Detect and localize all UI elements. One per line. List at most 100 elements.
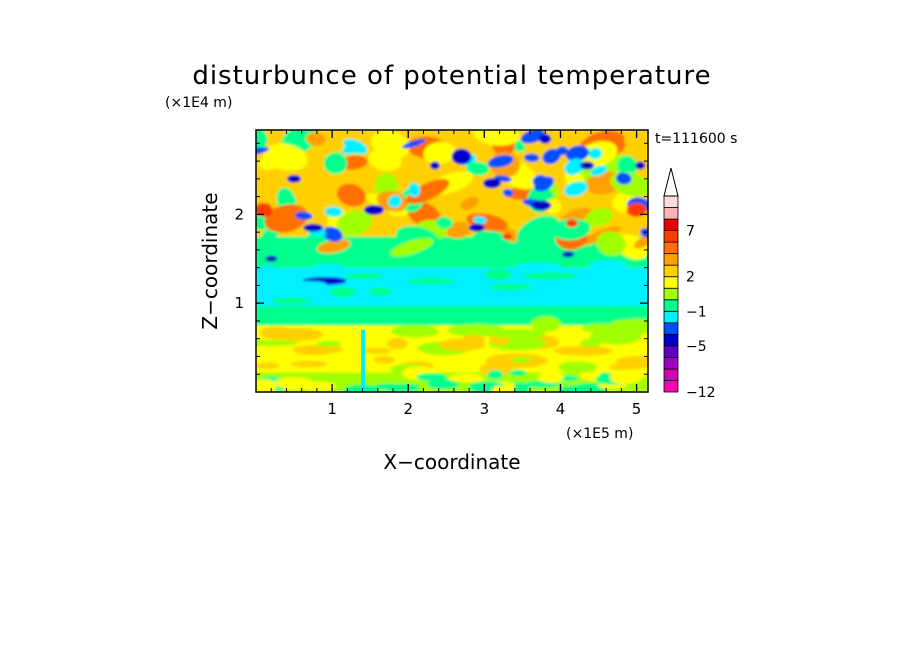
contour-cell bbox=[286, 281, 327, 288]
contour-cell bbox=[565, 219, 578, 228]
contour-cell bbox=[596, 231, 626, 256]
contour-cell bbox=[427, 378, 460, 389]
contour-cell bbox=[598, 372, 611, 383]
contour-cell bbox=[509, 369, 527, 376]
contour-cell bbox=[502, 188, 514, 197]
colorbar-segment bbox=[663, 241, 679, 255]
contour-cell bbox=[382, 273, 413, 281]
contour-streak bbox=[361, 329, 366, 392]
contour-field bbox=[256, 130, 648, 392]
x-tick-label: 3 bbox=[480, 400, 490, 418]
y-axis-unit: (×1E4 m) bbox=[165, 95, 232, 111]
colorbar-tick-label: −12 bbox=[686, 385, 716, 401]
contour-cell bbox=[384, 383, 421, 392]
contour-cell bbox=[447, 324, 506, 337]
x-axis-unit: (×1E5 m) bbox=[566, 426, 633, 442]
contour-cell bbox=[522, 272, 578, 280]
contour-cell bbox=[626, 202, 647, 217]
y-tick-label: 2 bbox=[234, 205, 244, 223]
contour-cell bbox=[273, 328, 324, 341]
colorbar-segment bbox=[663, 207, 679, 220]
contour-cell bbox=[556, 385, 590, 392]
contour-cell bbox=[588, 259, 628, 271]
contour-cell bbox=[363, 204, 384, 215]
contour-cell bbox=[534, 176, 554, 192]
contour-cell bbox=[617, 155, 638, 177]
contour-cell bbox=[448, 373, 484, 383]
contour-cell bbox=[293, 346, 334, 356]
time-label: t=111600 s bbox=[655, 131, 737, 147]
contour-cell bbox=[625, 279, 648, 289]
contour-cell bbox=[416, 372, 447, 382]
contour-cell bbox=[256, 339, 300, 346]
contour-cell bbox=[408, 277, 455, 285]
contour-cell bbox=[406, 178, 450, 205]
contour-cell bbox=[562, 251, 575, 258]
colorbar: −12−5−127 bbox=[663, 167, 716, 401]
contour-cell bbox=[609, 371, 643, 384]
contour-cell bbox=[553, 346, 613, 356]
x-axis-label: X−coordinate bbox=[383, 450, 520, 474]
contour-cell bbox=[387, 337, 408, 350]
contour-cell bbox=[607, 318, 648, 335]
contour-cell bbox=[323, 152, 348, 175]
colorbar-tick-label: 7 bbox=[686, 224, 695, 240]
contour-cell bbox=[408, 182, 421, 198]
colorbar-segment bbox=[663, 218, 679, 231]
contour-cell bbox=[514, 262, 562, 273]
colorbar-tick-label: 2 bbox=[686, 270, 695, 286]
y-axis-ticks: 12 bbox=[234, 142, 648, 375]
contour-cell bbox=[451, 148, 472, 165]
contour-cell bbox=[303, 223, 324, 232]
contour-cell bbox=[466, 161, 490, 176]
colorbar-segment bbox=[663, 299, 679, 312]
contour-cell bbox=[520, 130, 546, 144]
colorbar-segment bbox=[663, 195, 679, 208]
contour-cell bbox=[533, 295, 566, 304]
colorbar-segment bbox=[663, 368, 679, 381]
contour-cell bbox=[390, 324, 440, 338]
contour-cell bbox=[615, 172, 632, 185]
contour-cell bbox=[290, 360, 328, 368]
contour-cell bbox=[487, 154, 514, 168]
contour-cell bbox=[390, 238, 434, 257]
contour-cell bbox=[472, 230, 508, 246]
contour-cell bbox=[256, 362, 280, 369]
contour-cell bbox=[270, 297, 312, 305]
colorbar-segment bbox=[663, 310, 679, 324]
contour-cell bbox=[556, 146, 568, 156]
contour-cell bbox=[388, 195, 402, 208]
contour-cell bbox=[316, 340, 341, 348]
contour-cell bbox=[362, 347, 392, 354]
y-tick-label: 1 bbox=[234, 294, 244, 312]
contour-cell bbox=[256, 265, 280, 274]
contour-cell bbox=[562, 282, 592, 290]
colorbar-segment bbox=[663, 322, 679, 335]
contour-cell bbox=[633, 233, 648, 249]
contour-cell bbox=[373, 356, 395, 364]
colorbar-segment bbox=[663, 345, 679, 358]
contour-cell bbox=[336, 183, 366, 207]
contour-cell bbox=[557, 361, 598, 374]
contour-cell bbox=[485, 268, 512, 281]
contour-cell bbox=[287, 174, 302, 183]
contour-cell bbox=[460, 196, 479, 211]
contour-cell bbox=[502, 233, 513, 240]
contour-cell bbox=[429, 161, 440, 170]
contour-cell bbox=[400, 294, 454, 302]
contour-cell bbox=[438, 338, 486, 351]
colorbar-segment bbox=[663, 253, 679, 266]
contour-cell bbox=[468, 223, 485, 232]
contour-cell bbox=[482, 178, 501, 189]
contour-cell bbox=[516, 215, 560, 248]
contour-cell bbox=[329, 287, 356, 298]
colorbar-tick-label: −5 bbox=[686, 339, 707, 355]
contour-cell bbox=[435, 216, 454, 229]
plot-frame bbox=[255, 129, 649, 393]
colorbar-segment bbox=[663, 333, 679, 347]
contour-cell bbox=[564, 158, 584, 176]
contour-cell bbox=[300, 381, 337, 391]
contour-cell bbox=[565, 145, 590, 162]
contour-cell bbox=[448, 282, 493, 292]
contour-cell bbox=[524, 153, 540, 163]
